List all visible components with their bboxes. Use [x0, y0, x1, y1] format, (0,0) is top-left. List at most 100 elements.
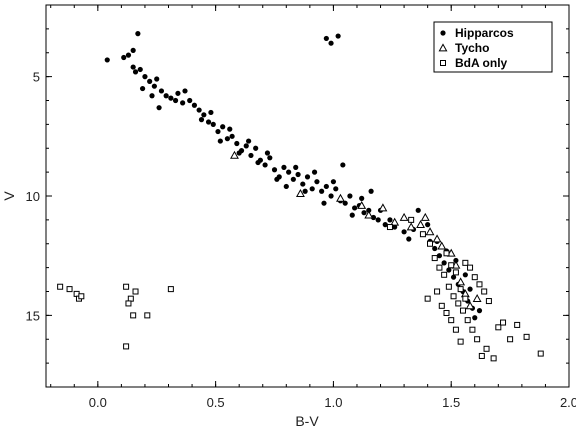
hipparcos-point: [248, 152, 254, 159]
hipparcos-point: [321, 200, 327, 206]
hipparcos-point: [401, 229, 407, 235]
bda-only-point: [452, 269, 459, 276]
hipparcos-point: [215, 128, 221, 135]
hipparcos-point: [347, 193, 353, 199]
hipparcos-point: [246, 138, 252, 144]
legend-label: BdA only: [455, 56, 508, 70]
bda-only-point: [478, 352, 485, 359]
bda-only-point: [441, 271, 448, 278]
bda-only-point: [123, 343, 130, 350]
tycho-point: [472, 294, 482, 303]
hipparcos-point: [328, 193, 334, 199]
hipparcos-point: [370, 214, 377, 221]
bda-only-point: [419, 231, 426, 238]
hipparcos-point: [253, 145, 259, 151]
tycho-point: [295, 188, 305, 197]
hipparcos-point: [295, 171, 301, 178]
bda-only-point: [507, 336, 514, 343]
hipparcos-point: [125, 52, 132, 58]
bda-only-point: [431, 255, 438, 262]
bda-only-point: [448, 317, 455, 324]
hipparcos-point: [243, 143, 249, 149]
bda-only-point: [459, 307, 466, 314]
bda-only-point: [474, 336, 481, 343]
x-tick-label: 0.0: [89, 395, 107, 410]
hipparcos-point: [453, 257, 459, 264]
tycho-point: [425, 227, 435, 236]
hipparcos-point: [168, 95, 174, 101]
tycho-point: [437, 241, 447, 250]
hipparcos-point: [361, 210, 367, 216]
hipparcos-point: [328, 40, 334, 46]
bda-only-point: [132, 288, 139, 295]
hipparcos-point: [415, 207, 421, 213]
hipparcos-point: [314, 179, 320, 185]
hipparcos-point: [436, 253, 443, 259]
hipparcos-point: [425, 222, 431, 228]
bda-only-point: [144, 312, 151, 319]
hipparcos-point: [156, 105, 162, 111]
bda-only-point: [434, 288, 441, 295]
bda-only-point: [495, 324, 502, 331]
bda-only-point: [408, 216, 415, 223]
tycho-point: [357, 200, 367, 209]
hipparcos-point: [191, 102, 198, 108]
x-tick-label: 0.5: [207, 395, 225, 410]
hipparcos-point: [158, 88, 165, 94]
hipparcos-point: [382, 222, 388, 228]
hipparcos-point: [180, 100, 186, 106]
hipparcos-point: [359, 195, 365, 201]
hipparcos-point: [208, 109, 214, 116]
bda-only-point: [436, 264, 443, 271]
bda-only-point: [450, 293, 457, 300]
hipparcos-point: [154, 76, 160, 82]
bda-only-point: [476, 281, 483, 288]
tycho-point: [432, 234, 442, 243]
hipparcos-point: [229, 133, 235, 139]
bda-only-point: [462, 259, 469, 266]
tycho-point: [336, 193, 345, 202]
hipparcos-point: [349, 212, 355, 218]
bda-only-point: [127, 295, 134, 302]
hipparcos-point: [182, 88, 188, 94]
bda-only-point: [523, 333, 530, 340]
legend-label: Tycho: [455, 41, 489, 55]
bda-only-point: [443, 250, 450, 257]
hipparcos-point: [196, 107, 202, 113]
hipparcos-point: [293, 164, 299, 170]
bda-only-point: [455, 300, 462, 307]
legend-label: Hipparcos: [455, 26, 514, 40]
bda-only-point: [167, 286, 174, 293]
hipparcos-point: [330, 179, 337, 185]
hipparcos-point: [137, 66, 143, 73]
tycho-point: [399, 212, 409, 221]
hipparcos-point: [309, 186, 315, 192]
hipparcos-point: [262, 162, 268, 168]
hipparcos-point: [198, 117, 205, 123]
hipparcos-point: [264, 150, 271, 156]
tycho-point: [420, 212, 430, 221]
bda-only-point: [464, 317, 471, 324]
hipparcos-point: [163, 93, 169, 99]
hipparcos-point: [271, 167, 278, 173]
hipparcos-point: [139, 85, 146, 92]
hipparcos-point: [300, 181, 306, 187]
hipparcos-point: [255, 159, 261, 166]
bda-only-point: [452, 326, 459, 333]
hipparcos-point: [340, 162, 346, 168]
bda-only-point: [427, 240, 434, 247]
x-axis-title: B-V: [295, 413, 319, 429]
hipparcos-point: [366, 207, 372, 213]
x-tick-label: 2.0: [560, 395, 576, 410]
hipparcos-point: [323, 35, 329, 42]
hipparcos-point: [323, 183, 329, 190]
bda-only-point: [443, 309, 450, 316]
hipparcos-point: [342, 200, 348, 206]
hipparcos-point: [224, 136, 231, 142]
bda-only-point: [457, 338, 464, 345]
hipparcos-point: [132, 69, 139, 75]
hipparcos-point: [281, 164, 287, 170]
bda-only-point: [485, 298, 492, 305]
hipparcos-point: [205, 119, 212, 125]
